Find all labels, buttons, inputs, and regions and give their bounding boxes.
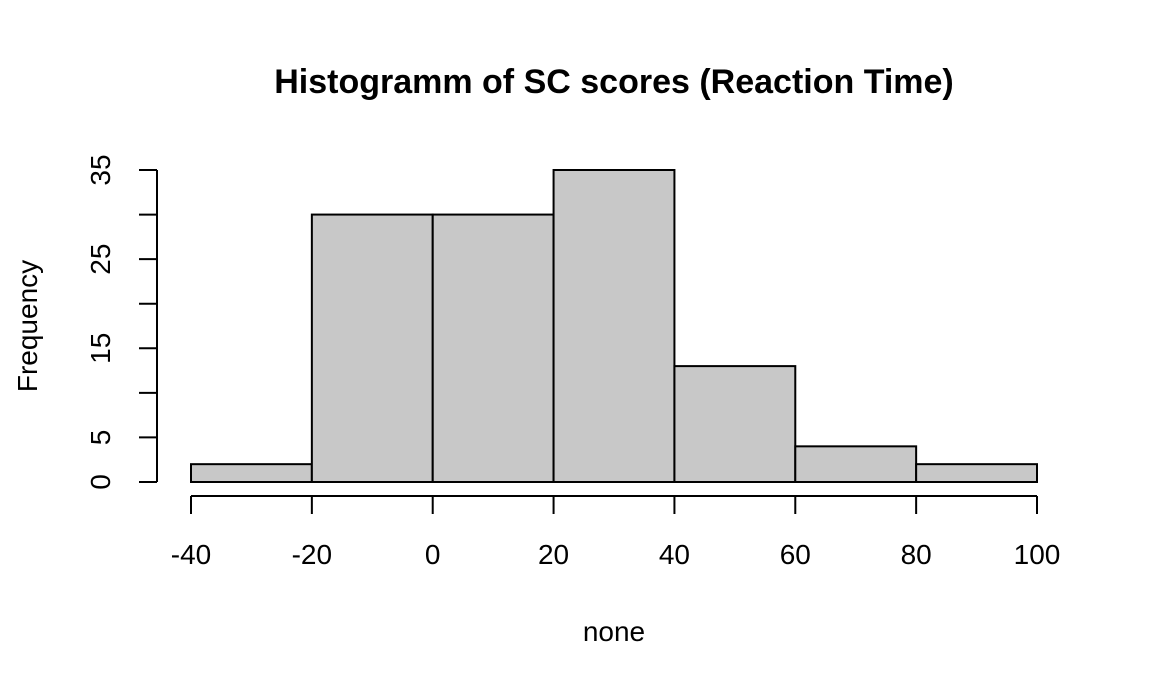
x-tick-label-1: -20 — [292, 539, 332, 570]
x-tick-label-4: 40 — [659, 539, 690, 570]
x-axis-label: none — [583, 616, 645, 647]
x-axis: -40 -20 0 20 40 60 80 100 — [171, 495, 1061, 570]
histogram-bar-1 — [310, 213, 434, 483]
y-tick-label-4: 35 — [85, 154, 116, 185]
y-axis: 0 5 15 25 35 — [85, 154, 158, 490]
histogram-bar-0 — [190, 463, 313, 483]
y-tick-label-0: 0 — [85, 474, 116, 490]
y-tick-label-2: 15 — [85, 333, 116, 364]
x-tick-label-7: 100 — [1014, 539, 1061, 570]
x-tick-label-0: -40 — [171, 539, 211, 570]
bars-layer — [190, 169, 1039, 484]
x-tick-label-2: 0 — [425, 539, 441, 570]
y-tick-label-3: 25 — [85, 244, 116, 275]
histogram-bar-2 — [431, 213, 555, 483]
histogram-bar-5 — [794, 445, 918, 484]
x-tick-label-3: 20 — [538, 539, 569, 570]
y-tick-label-1: 5 — [85, 430, 116, 446]
histogram-bar-6 — [915, 463, 1039, 483]
histogram-bar-3 — [552, 169, 676, 483]
chart-title: Histogramm of SC scores (Reaction Time) — [274, 63, 954, 101]
histogram-bar-4 — [673, 365, 797, 483]
x-tick-label-6: 80 — [901, 539, 932, 570]
y-axis-label: Frequency — [12, 260, 43, 392]
x-tick-label-5: 60 — [780, 539, 811, 570]
